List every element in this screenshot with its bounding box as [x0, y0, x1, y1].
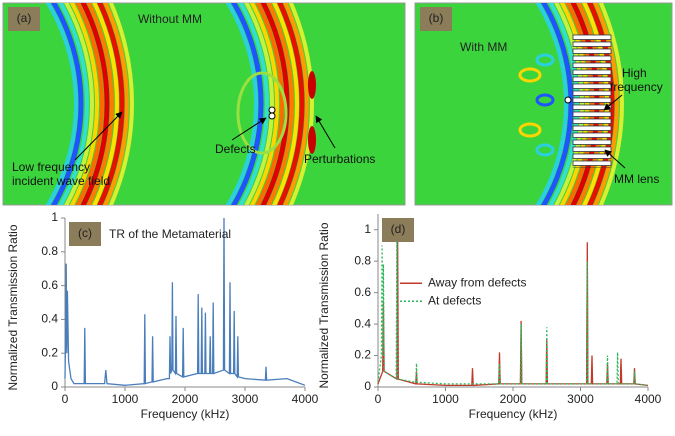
x-tick-label: 2000 — [172, 392, 199, 406]
annotation: MM lens — [614, 172, 659, 186]
y-tick-label: 1 — [51, 210, 58, 224]
arrow — [603, 94, 623, 111]
y-tick-label: 0.8 — [41, 244, 58, 258]
panel-title: With MM — [460, 40, 507, 54]
x-tick-label: 3000 — [232, 392, 259, 406]
wave-field — [0, 0, 316, 356]
legend-label: Away from defects — [428, 275, 526, 289]
panel-label-box — [420, 7, 452, 31]
panel-label-box — [69, 222, 101, 246]
panel-label-box — [8, 7, 40, 31]
arrow — [315, 115, 336, 149]
series-line — [64, 217, 306, 386]
panel-label-box — [382, 218, 414, 242]
panel-title: Without MM — [138, 12, 202, 26]
series-line — [377, 234, 649, 387]
panel-label: (c) — [78, 226, 92, 240]
panel-b: (b) With MM High frequency MM lens — [118, 0, 673, 356]
x-tick-label: 3000 — [567, 392, 594, 406]
x-tick-label: 1000 — [432, 392, 459, 406]
y-tick-label: 0.2 — [354, 348, 371, 362]
legend-label: At defects — [428, 293, 481, 307]
annotation: Low frequency incident wave field — [12, 160, 110, 188]
x-axis-label: Frequency (kHz) — [469, 407, 558, 421]
arrow — [604, 149, 626, 169]
arrow — [231, 117, 267, 141]
chart-title: TR of the Metamaterial — [109, 227, 231, 241]
x-tick-label: 4000 — [635, 392, 662, 406]
y-tick-label: 0.6 — [41, 278, 58, 292]
arrow — [74, 111, 123, 161]
x-tick-label: 0 — [375, 392, 382, 406]
mm-lens — [572, 34, 612, 168]
y-axis-label: Normalized Transmission Ratio — [317, 222, 331, 388]
y-tick-label: 0.8 — [354, 253, 371, 267]
y-tick-label: 0.4 — [354, 316, 371, 330]
y-tick-label: 0.6 — [354, 285, 371, 299]
y-tick-label: 0.4 — [41, 312, 58, 326]
annotation: High frequency — [610, 66, 663, 94]
y-tick-label: 0.2 — [41, 345, 58, 359]
annotation: Defects — [215, 142, 256, 156]
annotation: Perturbations — [304, 152, 375, 166]
panel-label: (a) — [17, 11, 32, 25]
y-axis-label: Normalized Transmission Ratio — [6, 224, 20, 390]
x-tick-label: 0 — [62, 392, 69, 406]
y-tick-label: 0 — [51, 379, 58, 393]
panel-label: (d) — [391, 222, 406, 236]
y-tick-label: 1 — [364, 222, 371, 236]
x-axis-label: Frequency (kHz) — [141, 407, 230, 421]
x-tick-label: 1000 — [112, 392, 139, 406]
panel-label: (b) — [429, 11, 444, 25]
x-tick-label: 2000 — [500, 392, 527, 406]
x-tick-label: 4000 — [292, 392, 319, 406]
wave-field — [118, 0, 622, 356]
y-tick-label: 0 — [364, 379, 371, 393]
panel-a: (a) Without MM Low frequency incident wav… — [0, 0, 406, 356]
